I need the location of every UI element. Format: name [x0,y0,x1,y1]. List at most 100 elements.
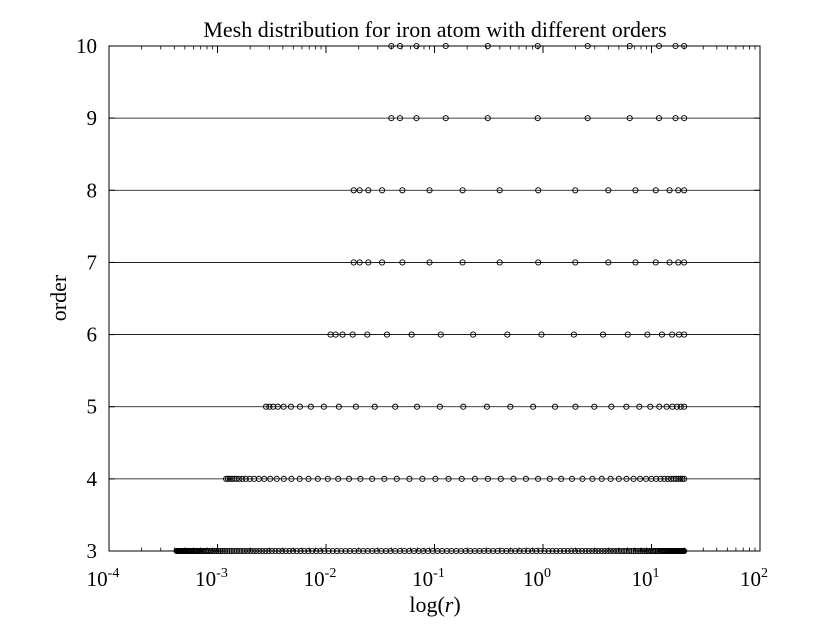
mesh-point-order-7 [675,259,682,266]
mesh-point-order-4 [288,475,295,482]
mesh-point-order-4 [546,475,553,482]
mesh-point-order-6 [644,331,651,338]
mesh-point-order-5 [392,403,399,410]
x-axis-label: log(r) [409,592,460,617]
mesh-point-order-4 [679,475,686,482]
mesh-point-order-5 [623,403,630,410]
x-tick-label: 10-2 [304,566,337,591]
mesh-point-order-4 [677,475,684,482]
y-tick-label: 4 [87,467,98,491]
mesh-point-order-7 [666,259,673,266]
mesh-point-order-5 [436,403,443,410]
mesh-point-order-8 [605,187,612,194]
mesh-point-order-7 [365,259,372,266]
y-tick-labels: 3 4 5 6 7 8 9 10 [76,34,98,563]
mesh-point-order-7 [632,259,639,266]
mesh-point-order-7 [535,259,542,266]
mesh-point-order-9 [484,115,491,122]
mesh-point-order-5 [296,403,303,410]
mesh-point-order-4 [246,475,253,482]
mesh-point-order-9 [672,115,679,122]
mesh-point-order-4 [484,475,491,482]
grid-lines [109,45,760,552]
mesh-point-order-5 [673,403,681,410]
x-tick-label: 101 [632,566,660,591]
mesh-point-order-9 [534,115,541,122]
mesh-point-order-8 [675,187,682,194]
mesh-point-order-4 [681,475,688,482]
x-tick-label: 102 [740,566,768,591]
mesh-point-order-4 [346,475,353,482]
mesh-point-order-4 [670,475,677,482]
mesh-point-order-7 [356,259,363,266]
mesh-point-order-4 [598,475,605,482]
axis-ticks [108,45,761,552]
mesh-point-order-4 [280,475,287,482]
mesh-point-order-5 [371,403,378,410]
mesh-point-order-4 [381,475,388,482]
mesh-point-order-4 [261,475,268,482]
x-tick-labels: 10-4 10-3 10-2 10-1 100 101 102 [87,566,768,591]
mesh-point-order-5 [270,403,277,410]
mesh-point-order-5 [636,403,643,410]
mesh-point-order-5 [507,403,514,410]
mesh-point-order-6 [332,331,339,338]
mesh-point-order-4 [664,475,671,482]
mesh-point-order-9 [655,115,663,122]
mesh-point-order-6 [681,331,688,338]
mesh-point-order-4 [314,475,321,482]
mesh-point-order-4 [522,475,529,482]
mesh-point-order-4 [242,475,249,482]
mesh-point-order-4 [273,475,280,482]
mesh-point-order-4 [589,475,596,482]
mesh-point-order-6 [470,331,477,338]
mesh-point-order-9 [442,115,449,122]
mesh-point-order-9 [584,115,591,122]
mesh-point-order-6 [437,331,444,338]
y-axis-label: order [46,274,71,321]
mesh-point-order-5 [572,403,579,410]
mesh-point-order-4 [497,475,504,482]
mesh-point-order-6 [349,331,356,338]
mesh-point-order-8 [365,187,372,194]
mesh-point-order-4 [607,475,614,482]
mesh-point-order-8 [681,187,688,194]
mesh-point-order-6 [570,331,577,338]
mesh-point-order-4 [296,475,303,482]
mesh-point-order-4 [675,475,682,482]
mesh-point-order-4 [324,475,331,482]
mesh-point-order-6 [408,331,415,338]
mesh-point-order-4 [510,475,517,482]
x-tick-label: 100 [523,566,551,591]
mesh-point-order-8 [496,187,503,194]
y-tick-label: 7 [87,250,98,274]
mesh-point-order-4 [661,475,668,482]
mesh-point-order-4 [233,475,240,482]
mesh-point-order-8 [666,187,673,194]
mesh-point-order-5 [483,403,490,410]
mesh-point-order-8 [632,187,639,194]
mesh-point-order-8 [399,187,406,194]
mesh-point-order-5 [266,403,273,410]
mesh-point-order-4 [228,475,235,482]
mesh-point-order-9 [626,115,633,122]
mesh-point-order-6 [658,331,666,338]
mesh-point-order-6 [504,331,511,338]
mesh-point-order-4 [432,475,439,482]
mesh-point-order-5 [681,403,688,410]
mesh-point-order-4 [223,475,230,482]
mesh-point-order-6 [624,331,631,338]
mesh-point-order-5 [280,403,287,410]
mesh-point-order-5 [608,403,615,410]
mesh-point-order-7 [459,259,466,266]
mesh-point-order-4 [630,475,637,482]
mesh-point-order-5 [287,403,294,410]
mesh-point-order-5 [352,403,359,410]
mesh-point-order-5 [669,403,676,410]
y-tick-label: 10 [76,34,97,58]
x-tick-label: 10-4 [87,566,120,591]
mesh-point-order-4 [335,475,342,482]
mesh-point-order-6 [599,331,607,338]
mesh-point-order-4 [636,475,644,482]
